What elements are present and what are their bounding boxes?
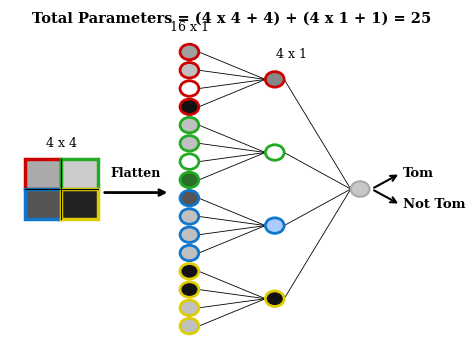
Text: Flatten: Flatten [111, 167, 161, 180]
Circle shape [265, 218, 284, 233]
Circle shape [180, 190, 199, 206]
Circle shape [180, 44, 199, 60]
Circle shape [180, 245, 199, 261]
Circle shape [265, 145, 284, 160]
Circle shape [180, 263, 199, 279]
Circle shape [180, 282, 199, 297]
Circle shape [265, 291, 284, 306]
Circle shape [180, 227, 199, 242]
Circle shape [180, 99, 199, 115]
Bar [25, 189, 62, 219]
Circle shape [180, 318, 199, 334]
Circle shape [180, 81, 199, 96]
Text: Tom: Tom [403, 167, 434, 180]
Text: Total Parameters = (4 x 4 + 4) + (4 x 1 + 1) = 25: Total Parameters = (4 x 4 + 4) + (4 x 1 … [32, 11, 432, 26]
Bar [62, 159, 98, 189]
Text: 16 x 1: 16 x 1 [170, 21, 209, 34]
Circle shape [180, 209, 199, 224]
Circle shape [265, 72, 284, 87]
Circle shape [351, 181, 370, 197]
Bar [62, 189, 98, 219]
Circle shape [180, 172, 199, 188]
Text: Not Tom: Not Tom [403, 198, 465, 211]
Circle shape [180, 117, 199, 133]
Text: 4 x 4: 4 x 4 [46, 137, 77, 150]
Circle shape [180, 136, 199, 151]
Circle shape [180, 154, 199, 169]
Text: 4 x 1: 4 x 1 [276, 48, 307, 61]
Bar [25, 159, 62, 189]
Circle shape [180, 300, 199, 316]
Circle shape [180, 62, 199, 78]
